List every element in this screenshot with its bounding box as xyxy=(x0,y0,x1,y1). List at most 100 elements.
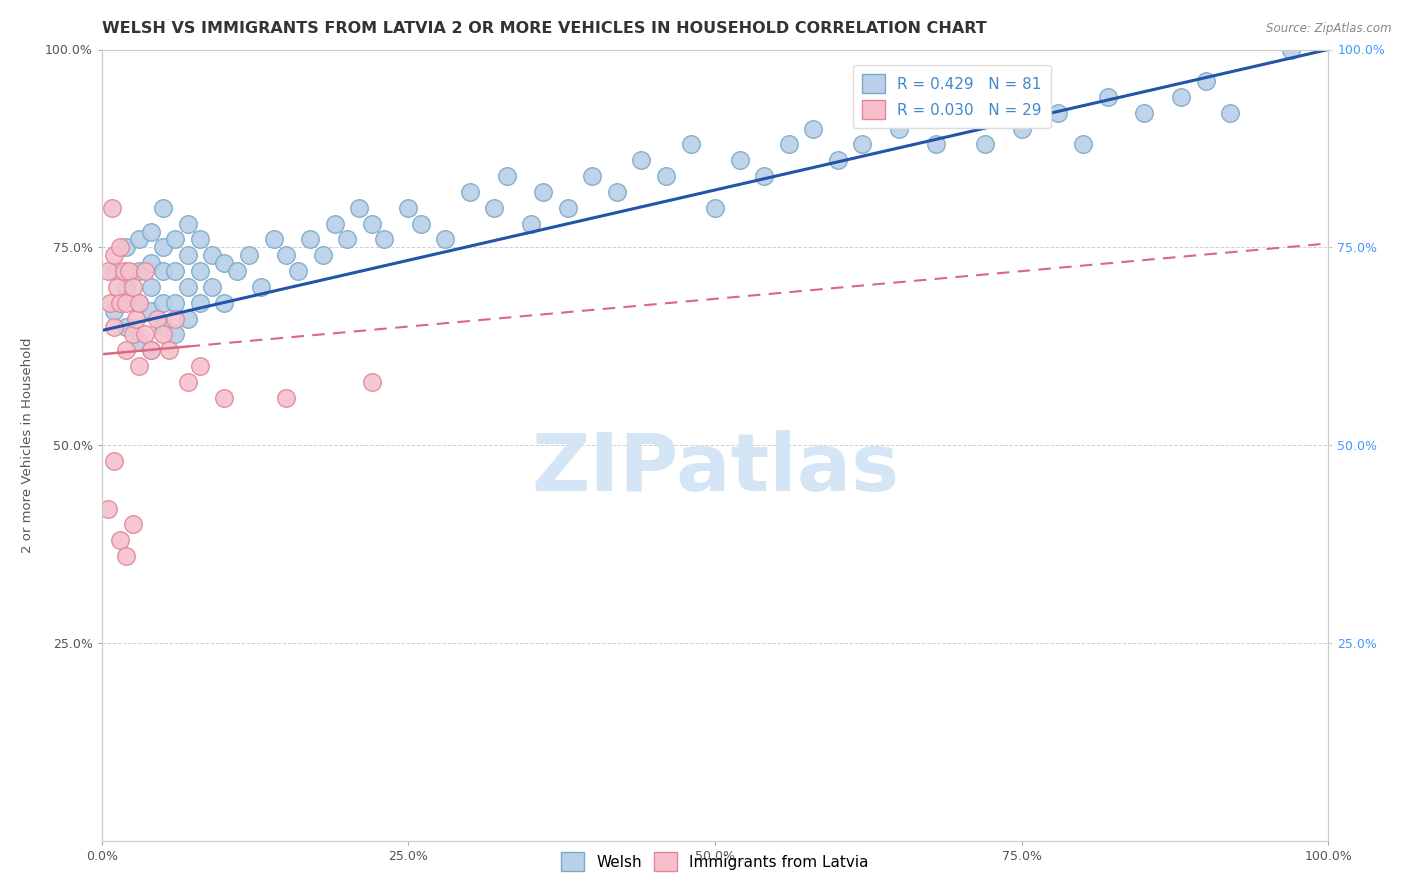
Point xyxy=(139,280,162,294)
Point xyxy=(263,232,285,246)
Point xyxy=(134,264,156,278)
Point xyxy=(125,311,148,326)
Point xyxy=(287,264,309,278)
Point xyxy=(110,295,132,310)
Point xyxy=(349,201,371,215)
Point xyxy=(121,327,143,342)
Point xyxy=(238,248,260,262)
Point xyxy=(152,201,174,215)
Point xyxy=(121,280,143,294)
Point xyxy=(128,359,150,373)
Point xyxy=(152,295,174,310)
Point xyxy=(398,201,420,215)
Point xyxy=(165,232,187,246)
Point xyxy=(128,295,150,310)
Point xyxy=(336,232,359,246)
Point xyxy=(973,137,995,152)
Point xyxy=(225,264,247,278)
Point xyxy=(1194,74,1216,88)
Y-axis label: 2 or more Vehicles in Household: 2 or more Vehicles in Household xyxy=(21,337,34,553)
Point xyxy=(201,248,224,262)
Point xyxy=(557,201,579,215)
Point xyxy=(851,137,873,152)
Point xyxy=(115,295,138,310)
Point xyxy=(1011,121,1033,136)
Point xyxy=(134,327,156,342)
Point xyxy=(728,153,751,168)
Point xyxy=(801,121,824,136)
Point xyxy=(115,280,138,294)
Point xyxy=(176,280,198,294)
Point xyxy=(311,248,333,262)
Point xyxy=(409,217,432,231)
Point xyxy=(778,137,800,152)
Point xyxy=(299,232,322,246)
Point xyxy=(1071,137,1094,152)
Point xyxy=(152,264,174,278)
Point xyxy=(1170,90,1192,104)
Point xyxy=(139,256,162,270)
Point xyxy=(121,517,143,532)
Point xyxy=(887,121,910,136)
Point xyxy=(1097,90,1119,104)
Point xyxy=(531,185,554,199)
Point xyxy=(176,375,198,389)
Point xyxy=(157,343,180,358)
Point xyxy=(152,327,174,342)
Point xyxy=(1133,105,1156,120)
Point xyxy=(97,501,120,516)
Point xyxy=(214,256,236,270)
Point xyxy=(606,185,628,199)
Point xyxy=(110,240,132,254)
Point xyxy=(165,295,187,310)
Point xyxy=(103,248,125,262)
Point xyxy=(112,264,135,278)
Point xyxy=(139,343,162,358)
Point xyxy=(100,295,122,310)
Point xyxy=(274,248,297,262)
Point xyxy=(165,264,187,278)
Point xyxy=(250,280,273,294)
Point xyxy=(484,201,506,215)
Point xyxy=(100,201,122,215)
Point xyxy=(323,217,346,231)
Point xyxy=(115,319,138,334)
Point xyxy=(97,264,120,278)
Point xyxy=(115,343,138,358)
Point xyxy=(752,169,775,183)
Point xyxy=(128,335,150,350)
Point xyxy=(165,311,187,326)
Point xyxy=(201,280,224,294)
Point xyxy=(165,327,187,342)
Point xyxy=(128,232,150,246)
Legend: Welsh, Immigrants from Latvia: Welsh, Immigrants from Latvia xyxy=(555,847,875,877)
Point xyxy=(152,240,174,254)
Point xyxy=(103,319,125,334)
Point xyxy=(360,375,382,389)
Point xyxy=(105,280,128,294)
Point xyxy=(434,232,457,246)
Point xyxy=(360,217,382,231)
Point xyxy=(128,295,150,310)
Point xyxy=(118,264,141,278)
Point xyxy=(679,137,702,152)
Point xyxy=(176,217,198,231)
Point xyxy=(581,169,603,183)
Point xyxy=(110,533,132,548)
Point xyxy=(214,391,236,405)
Point xyxy=(103,264,125,278)
Point xyxy=(704,201,727,215)
Point xyxy=(188,264,211,278)
Text: Source: ZipAtlas.com: Source: ZipAtlas.com xyxy=(1267,22,1392,36)
Point xyxy=(188,359,211,373)
Point xyxy=(115,549,138,563)
Point xyxy=(520,217,543,231)
Point xyxy=(1047,105,1070,120)
Point xyxy=(458,185,481,199)
Point xyxy=(152,319,174,334)
Point xyxy=(495,169,517,183)
Point xyxy=(139,343,162,358)
Point xyxy=(139,303,162,318)
Point xyxy=(103,454,125,468)
Point xyxy=(103,303,125,318)
